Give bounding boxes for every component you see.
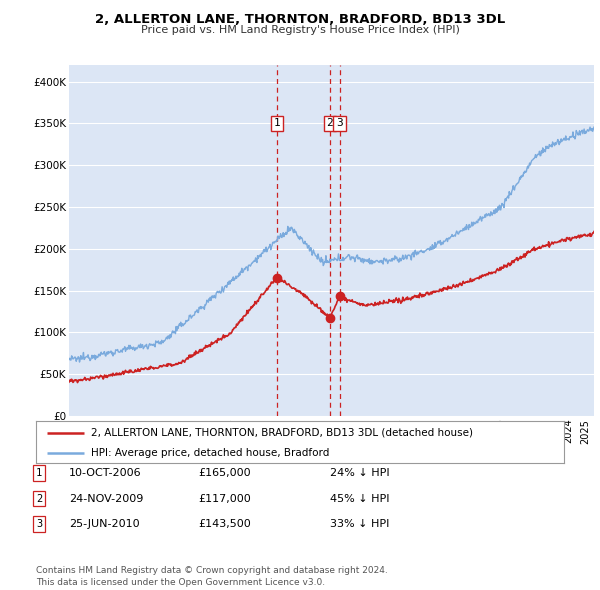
Text: 45% ↓ HPI: 45% ↓ HPI [330,494,389,503]
Text: 2: 2 [36,494,42,503]
Text: £165,000: £165,000 [198,468,251,478]
Text: 1: 1 [36,468,42,478]
Text: 24% ↓ HPI: 24% ↓ HPI [330,468,389,478]
Text: £117,000: £117,000 [198,494,251,503]
Text: 10-OCT-2006: 10-OCT-2006 [69,468,142,478]
Text: Price paid vs. HM Land Registry's House Price Index (HPI): Price paid vs. HM Land Registry's House … [140,25,460,35]
Text: 2: 2 [326,119,333,129]
Text: 1: 1 [274,119,280,129]
Text: 33% ↓ HPI: 33% ↓ HPI [330,519,389,529]
Text: 2, ALLERTON LANE, THORNTON, BRADFORD, BD13 3DL (detached house): 2, ALLERTON LANE, THORNTON, BRADFORD, BD… [91,428,473,438]
Text: HPI: Average price, detached house, Bradford: HPI: Average price, detached house, Brad… [91,448,330,457]
Text: £143,500: £143,500 [198,519,251,529]
Text: 3: 3 [36,519,42,529]
Text: 2, ALLERTON LANE, THORNTON, BRADFORD, BD13 3DL: 2, ALLERTON LANE, THORNTON, BRADFORD, BD… [95,13,505,26]
Text: 25-JUN-2010: 25-JUN-2010 [69,519,140,529]
Text: Contains HM Land Registry data © Crown copyright and database right 2024.
This d: Contains HM Land Registry data © Crown c… [36,566,388,587]
Text: 3: 3 [336,119,343,129]
Text: 24-NOV-2009: 24-NOV-2009 [69,494,143,503]
